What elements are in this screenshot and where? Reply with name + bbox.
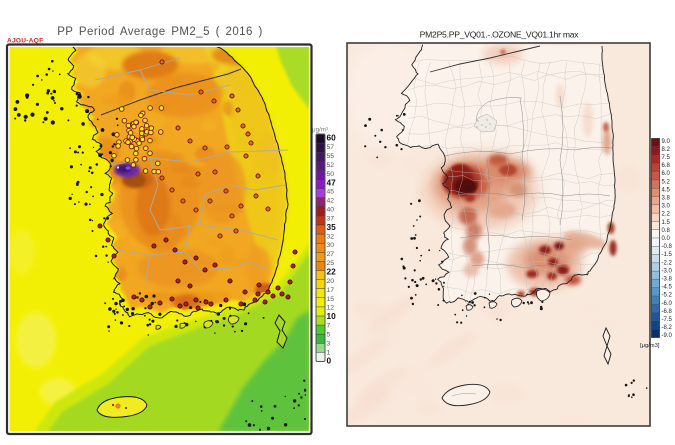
svg-text:-7.5: -7.5 — [662, 317, 673, 323]
svg-text:12: 12 — [327, 305, 335, 312]
svg-text:25: 25 — [327, 260, 335, 267]
svg-text:17: 17 — [327, 287, 335, 294]
svg-text:42: 42 — [327, 198, 335, 205]
svg-text:5.2: 5.2 — [662, 179, 671, 185]
svg-text:40: 40 — [327, 207, 335, 214]
svg-text:22: 22 — [327, 267, 337, 277]
svg-text:-0.8: -0.8 — [662, 244, 673, 250]
svg-text:-2.2: -2.2 — [662, 260, 673, 266]
svg-text:55: 55 — [327, 153, 335, 160]
svg-text:0.8: 0.8 — [662, 228, 671, 234]
svg-text:3.8: 3.8 — [662, 196, 671, 202]
svg-text:6.0: 6.0 — [662, 171, 671, 177]
svg-text:35: 35 — [327, 222, 337, 232]
svg-text:6.8: 6.8 — [662, 163, 671, 169]
svg-text:50: 50 — [327, 171, 335, 178]
svg-text:8.2: 8.2 — [662, 147, 671, 153]
svg-text:-8.2: -8.2 — [662, 325, 673, 331]
svg-text:30: 30 — [327, 242, 335, 249]
svg-text:45: 45 — [327, 189, 335, 196]
svg-text:47: 47 — [327, 177, 337, 187]
svg-text:15: 15 — [327, 296, 335, 303]
svg-text:-3.0: -3.0 — [662, 268, 673, 274]
svg-text:2.2: 2.2 — [662, 212, 671, 218]
svg-text:PM2P5.PP_VQ01.-.OZONE_VQ01.1hr: PM2P5.PP_VQ01.-.OZONE_VQ01.1hr max — [420, 30, 580, 40]
svg-text:-1.5: -1.5 — [662, 252, 673, 258]
svg-text:AJOU-AQF: AJOU-AQF — [7, 38, 43, 45]
svg-text:-9.0: -9.0 — [662, 333, 673, 339]
svg-text:52: 52 — [327, 162, 335, 169]
svg-text:0.0: 0.0 — [662, 236, 671, 242]
svg-text:-6.8: -6.8 — [662, 309, 673, 315]
svg-text:PP Period Average PM2_5 ( 2016: PP Period Average PM2_5 ( 2016 ) — [57, 26, 263, 38]
svg-text:[μg/m3]: [μg/m3] — [640, 343, 660, 349]
svg-text:3: 3 — [327, 340, 331, 347]
svg-text:3.0: 3.0 — [662, 204, 671, 210]
svg-text:-6.0: -6.0 — [662, 301, 673, 307]
svg-text:27: 27 — [327, 251, 335, 258]
svg-text:-4.5: -4.5 — [662, 285, 673, 291]
svg-text:60: 60 — [327, 133, 337, 143]
svg-text:-5.2: -5.2 — [662, 293, 673, 299]
svg-text:32: 32 — [327, 233, 335, 240]
svg-text:5: 5 — [327, 331, 331, 338]
svg-text:9.0: 9.0 — [662, 139, 671, 145]
svg-text:-3.8: -3.8 — [662, 277, 673, 283]
svg-text:20: 20 — [327, 278, 335, 285]
svg-text:1.5: 1.5 — [662, 220, 671, 226]
svg-text:1: 1 — [327, 349, 331, 356]
svg-text:4.5: 4.5 — [662, 187, 671, 193]
svg-text:7.5: 7.5 — [662, 155, 671, 161]
svg-text:μg/m³: μg/m³ — [312, 127, 328, 134]
svg-text:10: 10 — [327, 311, 337, 321]
svg-text:0: 0 — [327, 356, 332, 366]
svg-text:7: 7 — [327, 323, 331, 330]
svg-text:57: 57 — [327, 144, 335, 151]
svg-text:37: 37 — [327, 216, 335, 223]
